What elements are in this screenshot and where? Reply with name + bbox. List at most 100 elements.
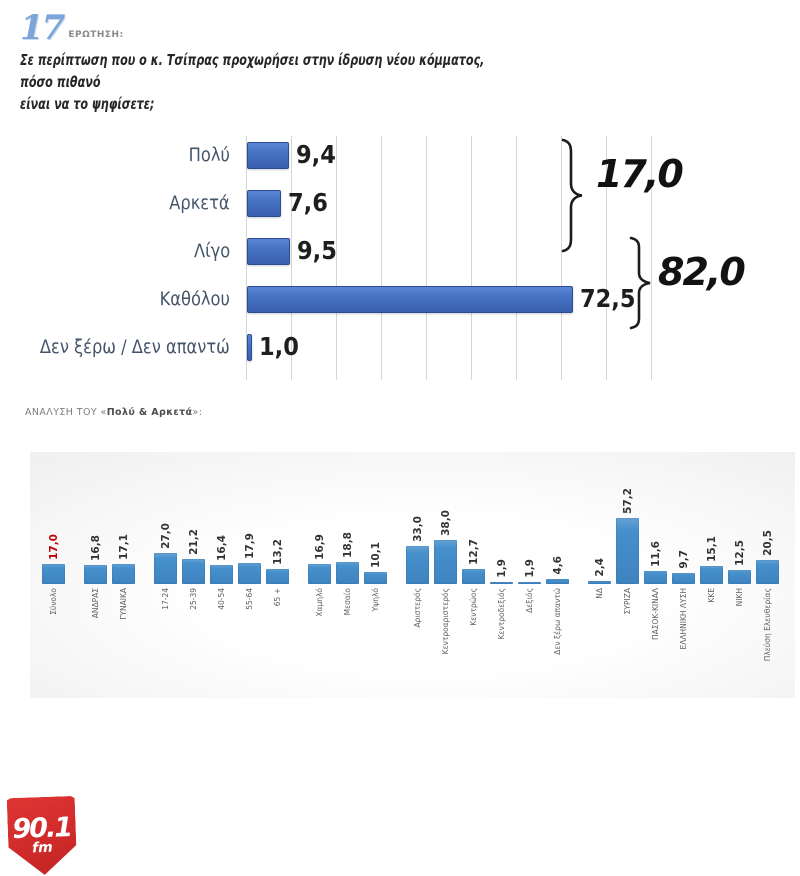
analysis-column-top-0-0: 17,0 <box>42 482 65 584</box>
analysis-bar-2-0 <box>154 553 177 584</box>
analysis-value-label-4-3: 1,9 <box>495 559 508 578</box>
analysis-column-top-4-0: 33,0 <box>406 482 429 584</box>
main-chart-category-2: Λίγο <box>193 241 230 262</box>
question-text: Σε περίπτωση που ο κ. Τσίπρας προχωρήσει… <box>20 49 510 115</box>
analysis-category-label-3-0: Χαμηλό <box>315 588 324 617</box>
analysis-column-4-0: 33,0 Αριστερός <box>406 482 429 668</box>
analysis-title: ΑΝΑΛΥΣΗ ΤΟΥ «Πολύ & Αρκετά»: <box>25 407 202 418</box>
analysis-column-top-4-3: 1,9 <box>490 482 513 584</box>
analysis-cat-area-5-3: ΕΛΛΗΝΙΚΗ ΛΥΣΗ <box>679 588 688 668</box>
analysis-value-label-5-6: 20,5 <box>761 530 774 556</box>
analysis-category-label-4-1: Κεντροαριστερός <box>441 588 450 655</box>
analysis-value-label-2-1: 21,2 <box>187 529 200 555</box>
analysis-panel: 17,0 Σύνολο 16,8 ΑΝΔΡΑΣ 17,1 ΓΥΝΑΙΚΑ 27,0 17-24… <box>30 452 795 698</box>
analysis-value-label-4-1: 38,0 <box>439 510 452 536</box>
logo-station-number: 90.1 <box>11 811 72 846</box>
analysis-column-top-5-1: 57,2 <box>616 482 639 584</box>
analysis-group-1: 16,8 ΑΝΔΡΑΣ 17,1 ΓΥΝΑΙΚΑ <box>84 482 135 668</box>
analysis-bar-3-2 <box>364 572 387 584</box>
main-chart: Πολύ Αρκετά Λίγο Καθόλου Δεν ξέρω / Δεν απαν… <box>0 136 800 388</box>
analysis-category-label-5-4: ΚΚΕ <box>707 588 716 603</box>
main-chart-bar-4 <box>247 334 252 361</box>
analysis-value-label-4-0: 33,0 <box>411 516 424 542</box>
analysis-column-top-5-5: 12,5 <box>728 482 751 584</box>
analysis-cat-area-0-0: Σύνολο <box>49 588 58 668</box>
analysis-bar-2-3 <box>238 563 261 584</box>
question-number: 17 <box>20 8 65 48</box>
analysis-cat-area-3-1: Μεσαίο <box>343 588 352 668</box>
analysis-column-1-1: 17,1 ΓΥΝΑΙΚΑ <box>112 482 135 668</box>
analysis-group-2: 27,0 17-24 21,2 25-39 16,4 40-54 17,9 55-64 13,2… <box>154 482 289 668</box>
analysis-column-top-2-4: 13,2 <box>266 482 289 584</box>
sum-ligo-katholou: 82,0 <box>658 250 746 294</box>
analysis-column-top-4-1: 38,0 <box>434 482 457 584</box>
analysis-value-label-4-2: 12,7 <box>467 539 480 565</box>
analysis-column-4-3: 1,9 Κεντροδεξιός <box>490 482 513 668</box>
analysis-category-label-1-1: ΓΥΝΑΙΚΑ <box>119 588 128 620</box>
analysis-column-5-1: 57,2 ΣΥΡΙΖΑ <box>616 482 639 668</box>
analysis-value-label-5-2: 11,6 <box>649 541 662 567</box>
question-line-2: είναι να το ψηφίσετε; <box>20 95 155 113</box>
analysis-column-5-0: 2,4 ΝΔ <box>588 482 611 668</box>
analysis-column-5-4: 15,1 ΚΚΕ <box>700 482 723 668</box>
analysis-value-label-2-3: 17,9 <box>243 533 256 559</box>
analysis-cat-area-2-1: 25-39 <box>189 588 198 668</box>
analysis-cat-area-5-6: Πλεύση Ελευθερίας <box>763 588 772 668</box>
analysis-column-top-5-6: 20,5 <box>756 482 779 584</box>
analysis-column-top-3-0: 16,9 <box>308 482 331 584</box>
analysis-column-4-5: 4,6 Δεν ξέρω απαντώ <box>546 482 569 668</box>
analysis-column-top-1-1: 17,1 <box>112 482 135 584</box>
analysis-bar-4-3 <box>490 582 513 584</box>
analysis-cat-area-5-4: ΚΚΕ <box>707 588 716 668</box>
analysis-category-label-2-1: 25-39 <box>189 588 198 610</box>
analysis-column-2-2: 16,4 40-54 <box>210 482 233 668</box>
analysis-group-3: 16,9 Χαμηλό 18,8 Μεσαίο 10,1 Υψηλό <box>308 482 387 668</box>
analysis-group-0: 17,0 Σύνολο <box>42 482 65 668</box>
analysis-column-top-5-4: 15,1 <box>700 482 723 584</box>
main-chart-value-0: 9,4 <box>296 140 336 169</box>
analysis-cat-area-2-2: 40-54 <box>217 588 226 668</box>
analysis-group-5: 2,4 ΝΔ 57,2 ΣΥΡΙΖΑ 11,6 ΠΑΣΟΚ-ΚΙΝΑΛ 9,7 ΕΛΛΗΝΙΚ… <box>588 482 779 668</box>
analysis-value-label-5-1: 57,2 <box>621 488 634 514</box>
analysis-value-label-5-4: 15,1 <box>705 536 718 562</box>
analysis-title-prefix: ΑΝΑΛΥΣΗ ΤΟΥ « <box>25 407 107 418</box>
sum-poly-arketa: 17,0 <box>596 152 684 196</box>
analysis-cat-area-4-4: Δεξιός <box>525 588 534 668</box>
analysis-column-3-0: 16,9 Χαμηλό <box>308 482 331 668</box>
analysis-category-label-2-0: 17-24 <box>161 588 170 610</box>
main-chart-bar-0 <box>247 142 289 169</box>
analysis-bar-2-2 <box>210 565 233 584</box>
main-chart-category-4: Δεν ξέρω / Δεν απαντώ <box>40 337 230 358</box>
main-chart-bar-1 <box>247 190 281 217</box>
analysis-column-1-0: 16,8 ΑΝΔΡΑΣ <box>84 482 107 668</box>
analysis-value-label-5-3: 9,7 <box>677 550 690 569</box>
analysis-column-5-5: 12,5 ΝΙΚΗ <box>728 482 751 668</box>
analysis-cat-area-5-0: ΝΔ <box>595 588 604 668</box>
analysis-column-top-4-5: 4,6 <box>546 482 569 584</box>
analysis-category-label-5-5: ΝΙΚΗ <box>735 588 744 607</box>
analysis-bar-2-1 <box>182 559 205 584</box>
analysis-value-label-3-2: 10,1 <box>369 542 382 568</box>
analysis-column-2-4: 13,2 65 + <box>266 482 289 668</box>
analysis-bar-5-4 <box>700 566 723 584</box>
analysis-value-label-2-0: 27,0 <box>159 523 172 549</box>
analysis-column-top-4-2: 12,7 <box>462 482 485 584</box>
analysis-value-label-1-0: 16,8 <box>89 535 102 561</box>
analysis-category-label-5-0: ΝΔ <box>595 588 604 599</box>
analysis-value-label-2-2: 16,4 <box>215 535 228 561</box>
analysis-bar-3-1 <box>336 562 359 584</box>
analysis-cat-area-2-3: 55-64 <box>245 588 254 668</box>
analysis-bar-5-5 <box>728 570 751 584</box>
analysis-bar-5-0 <box>588 581 611 584</box>
main-chart-value-2: 9,5 <box>297 236 337 265</box>
analysis-value-label-4-5: 4,6 <box>551 556 564 575</box>
analysis-column-top-5-2: 11,6 <box>644 482 667 584</box>
analysis-category-label-2-4: 65 + <box>273 588 282 607</box>
analysis-column-top-2-0: 27,0 <box>154 482 177 584</box>
analysis-title-bold: Πολύ & Αρκετά <box>106 407 193 418</box>
analysis-cat-area-5-1: ΣΥΡΙΖΑ <box>623 588 632 668</box>
analysis-column-top-5-3: 9,7 <box>672 482 695 584</box>
brace-top-icon <box>561 138 583 253</box>
analysis-cat-area-1-1: ΓΥΝΑΙΚΑ <box>119 588 128 668</box>
analysis-category-label-4-0: Αριστερός <box>413 588 422 628</box>
